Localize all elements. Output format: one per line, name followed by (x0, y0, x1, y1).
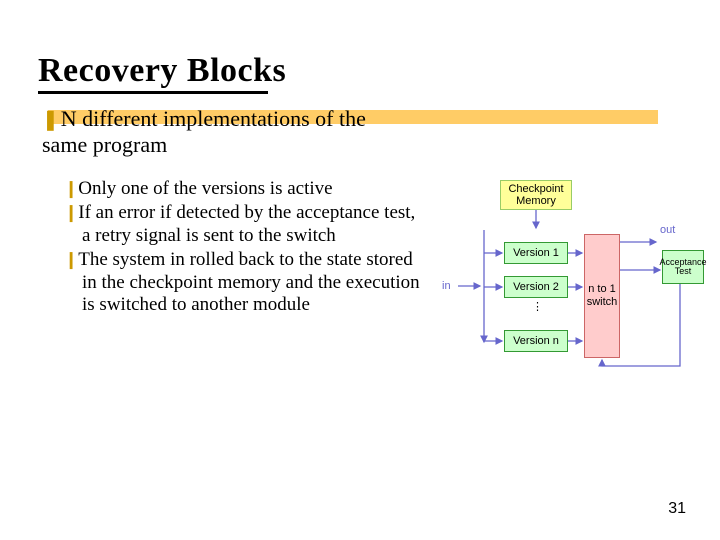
main-bullet-text: N different implementations of the same … (42, 106, 366, 157)
sub-bullet-text: Only one of the versions is active (78, 178, 332, 199)
version-box: Version 1 (504, 242, 568, 264)
version-ellipsis: ⋮ (532, 300, 543, 313)
sub-bullet: ❙If an error if detected by the acceptan… (64, 202, 424, 247)
acceptance-test-box: Acceptance Test (662, 250, 704, 284)
version-box: Version n (504, 330, 568, 352)
slide: Recovery Blocks ❚N different implementat… (0, 0, 720, 540)
sub-bullet: ❙The system in rolled back to the state … (64, 249, 424, 316)
sub-bullet: ❙Only one of the versions is active (64, 178, 424, 200)
recovery-blocks-diagram: Checkpoint Memory Version 1 Version 2 ⋮ … (440, 180, 705, 370)
switch-box: n to 1 switch (584, 234, 620, 358)
sub-bullet-glyph: ❙ (64, 250, 78, 269)
main-bullet: ❚N different implementations of the same… (42, 106, 382, 157)
checkpoint-memory-box: Checkpoint Memory (500, 180, 572, 210)
label-out: out (660, 224, 675, 236)
page-number: 31 (668, 500, 686, 518)
sub-bullet-text: If an error if detected by the acceptanc… (78, 202, 415, 245)
title-underline (38, 91, 268, 94)
sub-bullet-glyph: ❙ (64, 203, 78, 222)
sub-bullet-text: The system in rolled back to the state s… (78, 249, 419, 315)
sub-bullet-list: ❙Only one of the versions is active ❙If … (64, 178, 424, 318)
label-in: in (442, 280, 451, 292)
version-box: Version 2 (504, 276, 568, 298)
sub-bullet-glyph: ❙ (64, 179, 78, 198)
main-bullet-glyph: ❚ (42, 109, 59, 131)
slide-title: Recovery Blocks (38, 52, 286, 90)
